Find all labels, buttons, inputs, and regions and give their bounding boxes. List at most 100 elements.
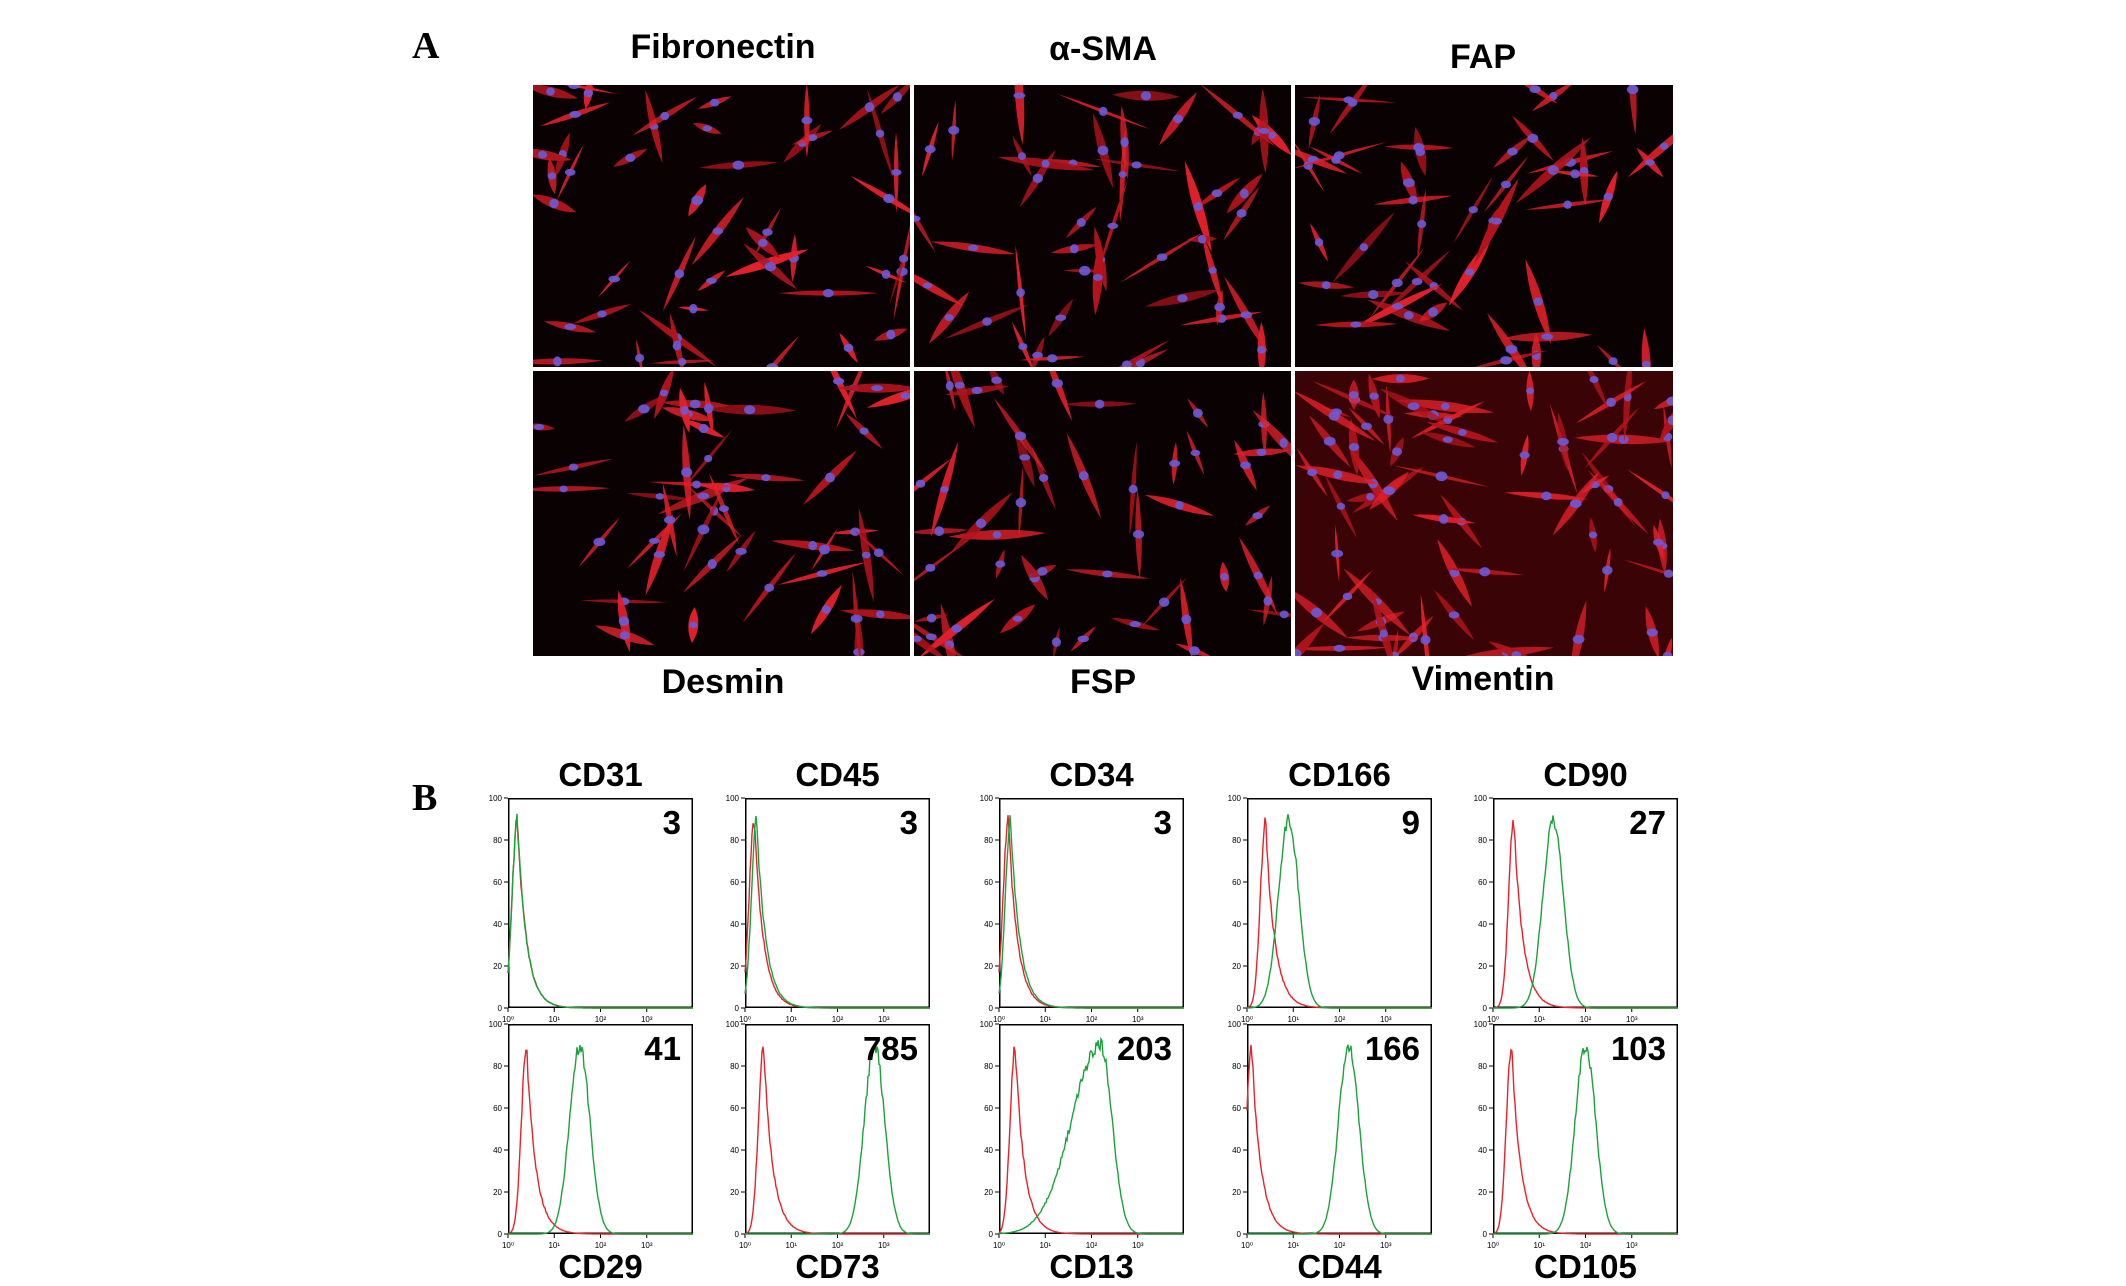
y-tick-label: 0 — [989, 1230, 994, 1239]
micrograph-label: FSP — [1069, 663, 1137, 701]
x-tick-label: 10¹ — [1533, 1015, 1545, 1024]
control-histogram-trace — [1246, 817, 1432, 1009]
x-tick-label: 10³ — [1380, 1015, 1392, 1024]
control-histogram-trace — [1246, 1044, 1432, 1235]
histogram-mfi-value: 3 — [899, 804, 918, 841]
y-tick-label: 100 — [489, 794, 503, 803]
y-tick-label: 60 — [1232, 1104, 1241, 1113]
plot-frame — [999, 798, 1184, 1008]
histogram-mfi-value: 3 — [1153, 804, 1172, 841]
y-tick-label: 20 — [493, 962, 502, 971]
x-tick-label: 10² — [1086, 1015, 1098, 1024]
x-tick-label: 10² — [832, 1015, 844, 1024]
micrograph-label: Vimentin — [1411, 660, 1555, 698]
x-tick-label: 10⁰ — [502, 1241, 514, 1250]
micrograph-image — [914, 85, 1291, 367]
y-tick-label: 40 — [1232, 920, 1241, 929]
y-tick-label: 0 — [735, 1004, 740, 1013]
y-tick-label: 0 — [1237, 1004, 1242, 1013]
x-tick-label: 10² — [595, 1241, 607, 1250]
micrograph-image — [1295, 85, 1673, 367]
y-tick-label: 100 — [489, 1020, 503, 1029]
x-tick-label: 10² — [832, 1241, 844, 1250]
control-histogram-trace — [507, 819, 693, 1009]
histogram-cd73: 0 20 40 60 80 100 10⁰ 10¹ 10² 10³ — [726, 1020, 930, 1250]
marker-histogram-trace — [1247, 1044, 1432, 1235]
x-tick-label: 10¹ — [548, 1241, 560, 1250]
histogram-mfi-value: 166 — [1364, 1030, 1420, 1067]
x-tick-label: 10³ — [1132, 1015, 1144, 1024]
histogram-marker-label: CD13 — [1049, 1248, 1134, 1285]
histogram-marker-label: CD44 — [1297, 1248, 1382, 1285]
plot-frame — [745, 798, 930, 1008]
histogram-cd105: 0 20 40 60 80 100 10⁰ 10¹ 10² 10³ — [1474, 1020, 1678, 1250]
y-tick-label: 40 — [984, 920, 993, 929]
marker-histogram-trace — [744, 815, 930, 1009]
histogram-mfi-value: 27 — [1629, 804, 1666, 841]
control-histogram-trace — [998, 815, 1184, 1009]
y-tick-label: 100 — [980, 1020, 994, 1029]
y-tick-label: 20 — [730, 962, 739, 971]
x-tick-label: 10¹ — [1287, 1015, 1299, 1024]
x-tick-label: 10³ — [1626, 1241, 1638, 1250]
histogram-mfi-value: 41 — [644, 1030, 681, 1067]
y-tick-label: 60 — [493, 878, 502, 887]
x-tick-label: 10⁰ — [739, 1015, 751, 1024]
y-tick-label: 60 — [493, 1104, 502, 1113]
histogram-mfi-value: 9 — [1401, 804, 1420, 841]
micrograph-grid — [533, 85, 1673, 656]
histogram-cd90: 0 20 40 60 80 100 10⁰ 10¹ 10² 10³ — [1474, 794, 1678, 1024]
y-tick-label: 100 — [1474, 794, 1488, 803]
plot-frame — [999, 1024, 1184, 1234]
marker-histogram-trace — [508, 1045, 693, 1235]
histogram-marker-label: CD45 — [795, 756, 880, 793]
x-tick-label: 10⁰ — [993, 1241, 1005, 1250]
control-histogram-trace — [998, 1046, 1184, 1235]
plot-frame — [508, 798, 693, 1008]
y-tick-label: 40 — [984, 1146, 993, 1155]
y-tick-label: 20 — [984, 1188, 993, 1197]
y-tick-label: 40 — [493, 1146, 502, 1155]
histogram-cd44: 0 20 40 60 80 100 10⁰ 10¹ 10² 10³ — [1228, 1020, 1432, 1250]
histogram-cd29: 0 20 40 60 80 100 10⁰ 10¹ 10² 10³ — [489, 1020, 693, 1250]
x-tick-label: 10² — [1086, 1241, 1098, 1250]
micrograph-image — [533, 85, 910, 367]
y-tick-label: 20 — [493, 1188, 502, 1197]
y-tick-label: 20 — [730, 1188, 739, 1197]
y-tick-label: 20 — [1232, 1188, 1241, 1197]
y-tick-label: 40 — [1478, 1146, 1487, 1155]
y-tick-label: 80 — [984, 1062, 993, 1071]
y-tick-label: 60 — [1478, 878, 1487, 887]
y-tick-label: 80 — [1232, 1062, 1241, 1071]
histogram-cd34: 0 20 40 60 80 100 10⁰ 10¹ 10² 10³ — [980, 794, 1184, 1024]
panel-b-letter: B — [412, 777, 438, 819]
plot-frame — [1247, 1024, 1432, 1234]
x-tick-label: 10¹ — [548, 1015, 560, 1024]
marker-histogram-trace — [998, 1036, 1184, 1235]
histogram-cd166: 0 20 40 60 80 100 10⁰ 10¹ 10² 10³ — [1228, 794, 1432, 1024]
histogram-mfi-value: 103 — [1610, 1030, 1666, 1067]
y-tick-label: 80 — [493, 836, 502, 845]
histogram-marker-label: CD34 — [1049, 756, 1134, 793]
histogram-marker-label: CD105 — [1534, 1248, 1637, 1285]
histogram-marker-label: CD29 — [558, 1248, 643, 1285]
marker-histogram-trace — [1246, 814, 1432, 1009]
y-tick-label: 60 — [1232, 878, 1241, 887]
y-tick-label: 60 — [1478, 1104, 1487, 1113]
micrograph-image — [533, 371, 910, 656]
x-tick-label: 10¹ — [785, 1015, 797, 1024]
y-tick-label: 20 — [1232, 962, 1241, 971]
histogram-marker-label: CD31 — [558, 756, 643, 793]
y-tick-label: 40 — [1478, 920, 1487, 929]
marker-histogram-trace — [1493, 1046, 1678, 1235]
y-tick-label: 0 — [498, 1230, 503, 1239]
y-tick-label: 60 — [730, 878, 739, 887]
y-tick-label: 80 — [730, 836, 739, 845]
histogram-mfi-value: 3 — [662, 804, 681, 841]
y-tick-label: 60 — [984, 1104, 993, 1113]
micrograph-label: FAP — [1449, 38, 1517, 76]
y-tick-label: 0 — [498, 1004, 503, 1013]
marker-histogram-trace — [998, 815, 1184, 1009]
x-tick-label: 10⁰ — [502, 1015, 514, 1024]
x-tick-label: 10⁰ — [1241, 1241, 1253, 1250]
